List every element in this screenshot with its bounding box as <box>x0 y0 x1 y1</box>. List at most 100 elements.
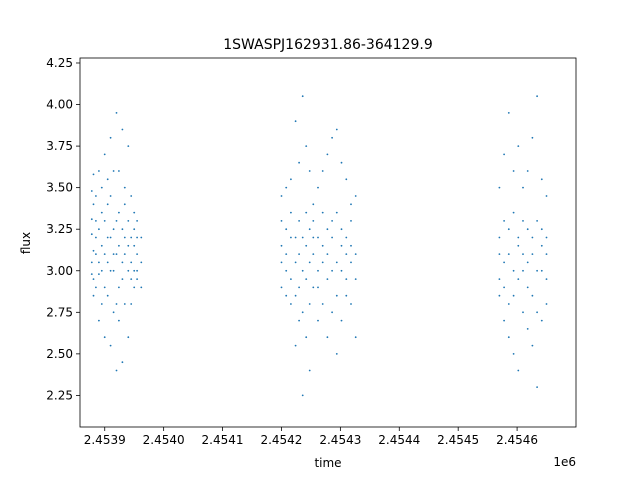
data-point <box>350 261 352 264</box>
data-point <box>507 112 510 114</box>
data-point <box>133 228 136 231</box>
data-point <box>512 269 515 272</box>
data-point <box>100 211 103 214</box>
data-point <box>301 394 304 397</box>
data-point <box>308 303 311 305</box>
data-point <box>285 228 288 231</box>
data-point <box>127 220 130 222</box>
data-point <box>294 294 297 297</box>
data-point <box>517 236 520 239</box>
data-point <box>308 261 311 264</box>
x-tick-label: 2.4546 <box>496 433 538 447</box>
data-point <box>345 178 348 181</box>
data-point <box>545 195 548 197</box>
data-point <box>331 136 333 139</box>
data-point <box>112 253 115 256</box>
data-point <box>290 278 292 280</box>
data-point <box>121 261 124 264</box>
data-point <box>280 220 283 222</box>
data-point <box>545 236 548 239</box>
data-point <box>136 220 139 222</box>
data-point <box>305 244 308 247</box>
data-point <box>321 261 324 264</box>
x-axis-offset-label: 1e6 <box>553 455 576 469</box>
data-point <box>312 220 315 222</box>
data-point <box>335 294 338 297</box>
data-point <box>115 220 118 222</box>
data-point <box>294 344 297 347</box>
data-point <box>321 170 324 172</box>
data-point <box>526 286 529 289</box>
data-point <box>312 203 315 206</box>
y-tick-label: 2.75 <box>46 305 73 319</box>
data-point <box>345 253 348 256</box>
data-point <box>340 161 343 164</box>
data-point <box>498 253 501 256</box>
data-point <box>503 319 505 322</box>
y-axis-ticks: 2.25 2.50 2.75 3.00 3.25 3.50 3.75 4.00 4.25 <box>46 56 80 402</box>
data-point <box>115 112 118 114</box>
data-point <box>103 253 106 256</box>
data-point <box>507 253 510 256</box>
data-point <box>526 328 529 330</box>
data-point <box>92 278 95 280</box>
data-point <box>115 303 118 305</box>
data-point <box>298 253 300 256</box>
data-point <box>503 261 505 264</box>
data-point <box>301 269 304 272</box>
data-point <box>312 286 315 289</box>
data-point <box>517 278 520 280</box>
y-tick-label: 2.50 <box>46 347 73 361</box>
data-point <box>540 228 543 231</box>
data-point <box>317 269 319 272</box>
data-points <box>90 95 548 397</box>
y-tick-label: 4.25 <box>46 56 73 70</box>
data-point <box>350 244 352 247</box>
data-point <box>123 253 126 256</box>
data-point <box>136 278 139 280</box>
y-tick-label: 3.50 <box>46 181 73 195</box>
data-point <box>305 278 308 280</box>
x-tick-label: 2.4540 <box>143 433 185 447</box>
data-point <box>290 211 292 214</box>
data-point <box>305 145 308 148</box>
data-point <box>526 261 529 264</box>
data-point <box>301 311 304 314</box>
data-point <box>118 211 120 214</box>
data-point <box>109 136 112 139</box>
data-point <box>95 220 97 222</box>
data-point <box>512 170 515 172</box>
data-point <box>115 253 118 256</box>
data-point <box>109 195 112 197</box>
data-point <box>294 120 297 123</box>
data-point <box>298 286 300 289</box>
data-point <box>133 269 136 272</box>
data-point <box>331 236 333 239</box>
data-point <box>512 211 515 214</box>
x-tick-label: 2.4545 <box>437 433 479 447</box>
data-point <box>95 286 97 289</box>
data-point <box>106 178 109 181</box>
data-point <box>100 186 103 189</box>
data-point <box>133 244 136 247</box>
data-point <box>507 336 510 339</box>
data-point <box>130 261 133 264</box>
data-point <box>118 319 120 322</box>
data-point <box>140 261 143 264</box>
data-point <box>340 244 343 247</box>
data-point <box>298 220 300 222</box>
data-point <box>121 128 124 131</box>
data-point <box>326 278 329 280</box>
data-point <box>540 178 543 181</box>
data-point <box>98 273 100 275</box>
data-point <box>545 303 548 305</box>
data-point <box>498 294 501 297</box>
data-point <box>350 220 352 222</box>
x-tick-label: 2.4544 <box>378 433 420 447</box>
data-point <box>345 236 348 239</box>
data-point <box>280 244 283 247</box>
data-point <box>317 286 319 289</box>
data-point <box>118 244 120 247</box>
data-point <box>345 294 348 297</box>
